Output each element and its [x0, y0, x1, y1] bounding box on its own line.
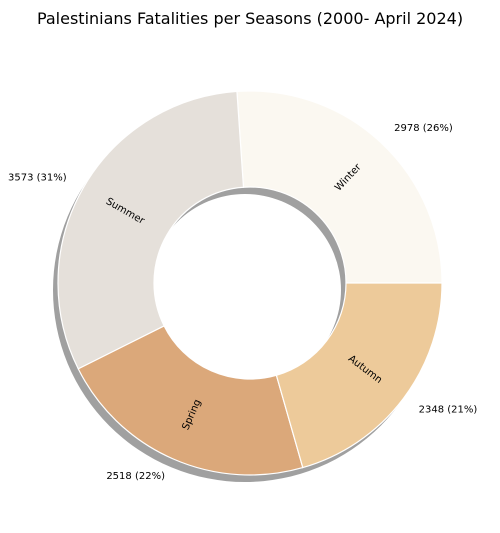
value-label-spring: 2518 (22%)	[106, 471, 165, 482]
value-label-summer: 3573 (31%)	[8, 173, 67, 184]
slice-autumn	[275, 282, 443, 469]
slices	[57, 90, 443, 476]
slice-spring	[77, 325, 304, 476]
slice-winter	[236, 90, 443, 284]
slice-summer	[57, 90, 245, 370]
chart-title: Palestinians Fatalities per Seasons (200…	[37, 9, 463, 28]
value-label-autumn: 2348 (21%)	[419, 405, 478, 416]
value-label-winter: 2978 (26%)	[394, 123, 453, 134]
